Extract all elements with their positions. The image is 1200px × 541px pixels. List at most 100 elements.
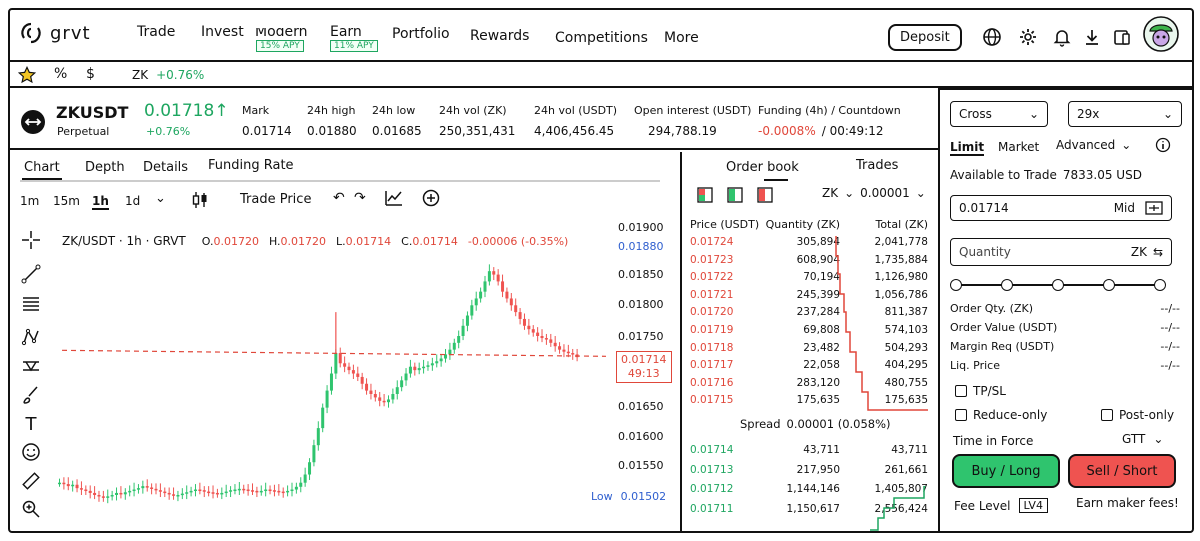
fib-icon[interactable] (20, 292, 42, 314)
time-in-force-select[interactable]: GTT ⌄ (1122, 432, 1163, 446)
candles-icon[interactable] (190, 190, 210, 213)
trendline-icon[interactable] (20, 263, 42, 285)
ask-row[interactable]: 0.01722 70,194 1,126,980 (690, 271, 930, 286)
gear-icon[interactable] (1018, 27, 1038, 50)
tab-trades[interactable]: Trades (856, 158, 899, 173)
nav-rewards[interactable]: Rewards (470, 28, 530, 44)
nav-competitions[interactable]: Competitions (555, 30, 648, 46)
ask-row[interactable]: 0.01721 245,399 1,056,786 (690, 289, 930, 304)
price-input[interactable]: 0.01714 Mid (950, 195, 1172, 221)
quantity-input[interactable]: Quantity ZK ⇆ (950, 238, 1172, 266)
ask-row[interactable]: 0.01718 23,482 504,293 (690, 342, 930, 357)
ask-row[interactable]: 0.01724 305,894 2,041,778 (690, 236, 930, 251)
tab-details[interactable]: Details (143, 160, 189, 175)
ask-row[interactable]: 0.01717 22,058 404,295 (690, 359, 930, 374)
margin-mode-select[interactable]: Cross ⌄ (950, 101, 1048, 127)
checkbox[interactable] (955, 385, 967, 397)
nav-modern[interactable]: Modern (255, 24, 308, 40)
ask-row[interactable]: 0.01720 237,284 811,387 (690, 306, 930, 321)
ticker-symbol[interactable]: ZKUSDT (56, 103, 129, 122)
slider-stop[interactable] (1103, 279, 1115, 291)
order-type-limit[interactable]: Limit (950, 140, 985, 156)
checkbox[interactable] (955, 409, 967, 421)
text-tool-icon[interactable]: T (25, 413, 37, 435)
ask-row[interactable]: 0.01719 69,808 574,103 (690, 324, 930, 339)
reduce-only-checkbox[interactable]: Reduce-only (955, 408, 1047, 422)
download-icon[interactable] (1082, 27, 1102, 50)
buy-long-button[interactable]: Buy / Long (952, 454, 1060, 488)
slider-stop[interactable] (1052, 279, 1064, 291)
tab-funding-rate[interactable]: Funding Rate (208, 158, 294, 173)
order-form-divider (938, 90, 940, 533)
order-type-advanced[interactable]: Advanced ⌄ (1056, 138, 1131, 152)
tf-15m[interactable]: 15m (53, 194, 80, 208)
price-adjust-icon[interactable] (1145, 201, 1163, 215)
price-chart[interactable] (50, 210, 612, 520)
brush-icon[interactable] (20, 384, 42, 406)
book-settings[interactable]: ZK ⌄ 0.00001 ⌄ (822, 186, 926, 200)
order-type-market[interactable]: Market (998, 140, 1040, 154)
dollar-icon[interactable]: $ (86, 66, 95, 82)
book-bids-icon[interactable] (727, 187, 743, 203)
info-icon[interactable] (1155, 137, 1171, 156)
slider-stop[interactable] (1001, 279, 1013, 291)
book-both-icon[interactable] (697, 187, 713, 203)
bid-row[interactable]: 0.01713 217,950 261,661 (690, 464, 930, 479)
funding-countdown: / 00:49:12 (821, 124, 884, 138)
book-asks-icon[interactable] (757, 187, 773, 203)
globe-icon[interactable] (982, 27, 1002, 50)
nav-portfolio[interactable]: Portfolio (392, 26, 450, 42)
indicator-icon[interactable] (384, 189, 404, 210)
device-icon[interactable] (1112, 27, 1132, 50)
ask-row[interactable]: 0.01716 283,120 480,755 (690, 377, 930, 392)
percent-icon[interactable]: % (54, 66, 68, 82)
pattern-icon[interactable] (20, 326, 42, 348)
tf-1h[interactable]: 1h (92, 194, 109, 210)
tab-depth[interactable]: Depth (85, 160, 125, 175)
zoom-icon[interactable] (20, 498, 42, 520)
mid-button[interactable]: Mid (1113, 201, 1135, 215)
redo-icon[interactable]: ↷ (354, 190, 366, 206)
legend-pair: ZK/USDT · 1h · GRVT (62, 234, 186, 248)
trade-price-toggle[interactable]: Trade Price (240, 192, 312, 207)
ask-row[interactable]: 0.01723 608,904 1,735,884 (690, 254, 930, 269)
logo[interactable]: grvt (18, 20, 91, 46)
ruler-icon[interactable] (20, 470, 42, 492)
tf-1d[interactable]: 1d (125, 194, 141, 208)
bid-row[interactable]: 0.01711 1,150,617 2,556,424 (690, 503, 930, 518)
leverage-select[interactable]: 29x ⌄ (1068, 101, 1182, 127)
nav-more[interactable]: More (664, 30, 699, 46)
ask-row[interactable]: 0.01715 175,635 175,635 (690, 394, 930, 409)
star-icon[interactable] (17, 65, 37, 87)
slider-stop[interactable] (1154, 279, 1166, 291)
bell-icon[interactable] (1052, 27, 1072, 50)
stat-low-label: 24h low (372, 104, 416, 117)
tf-1m[interactable]: 1m (20, 194, 40, 208)
checkbox[interactable] (1101, 409, 1113, 421)
candle (198, 489, 202, 492)
prediction-icon[interactable] (20, 355, 42, 377)
emoji-icon[interactable] (20, 441, 42, 463)
add-icon[interactable] (422, 189, 440, 210)
maker-fees-link[interactable]: Earn maker fees! (1076, 496, 1179, 510)
nav-earn[interactable]: Earn (330, 24, 362, 40)
avatar[interactable] (1143, 16, 1179, 55)
bid-row[interactable]: 0.01712 1,144,146 1,405,807 (690, 483, 930, 498)
sell-short-button[interactable]: Sell / Short (1068, 454, 1176, 488)
bid-row[interactable]: 0.01714 43,711 43,711 (690, 444, 930, 459)
crosshair-icon[interactable] (20, 229, 42, 251)
undo-icon[interactable]: ↶ (333, 190, 345, 206)
post-only-checkbox[interactable]: Post-only (1101, 408, 1174, 422)
tab-order-book[interactable]: Order book (726, 160, 799, 175)
slider-stop[interactable] (950, 279, 962, 291)
ask-quantity: 175,635 (796, 394, 840, 407)
candle (378, 397, 382, 401)
nav-invest[interactable]: Invest (201, 24, 244, 40)
nav-trade[interactable]: Trade (137, 24, 176, 40)
deposit-button[interactable]: Deposit (888, 24, 962, 51)
favorite-item-zk[interactable]: ZK +0.76% (132, 68, 204, 82)
tab-chart[interactable]: Chart (24, 160, 60, 175)
swap-icon[interactable]: ⇆ (1152, 245, 1163, 259)
chevron-down-icon[interactable]: ⌄ (155, 191, 166, 206)
tpsl-checkbox[interactable]: TP/SL (955, 384, 1006, 398)
